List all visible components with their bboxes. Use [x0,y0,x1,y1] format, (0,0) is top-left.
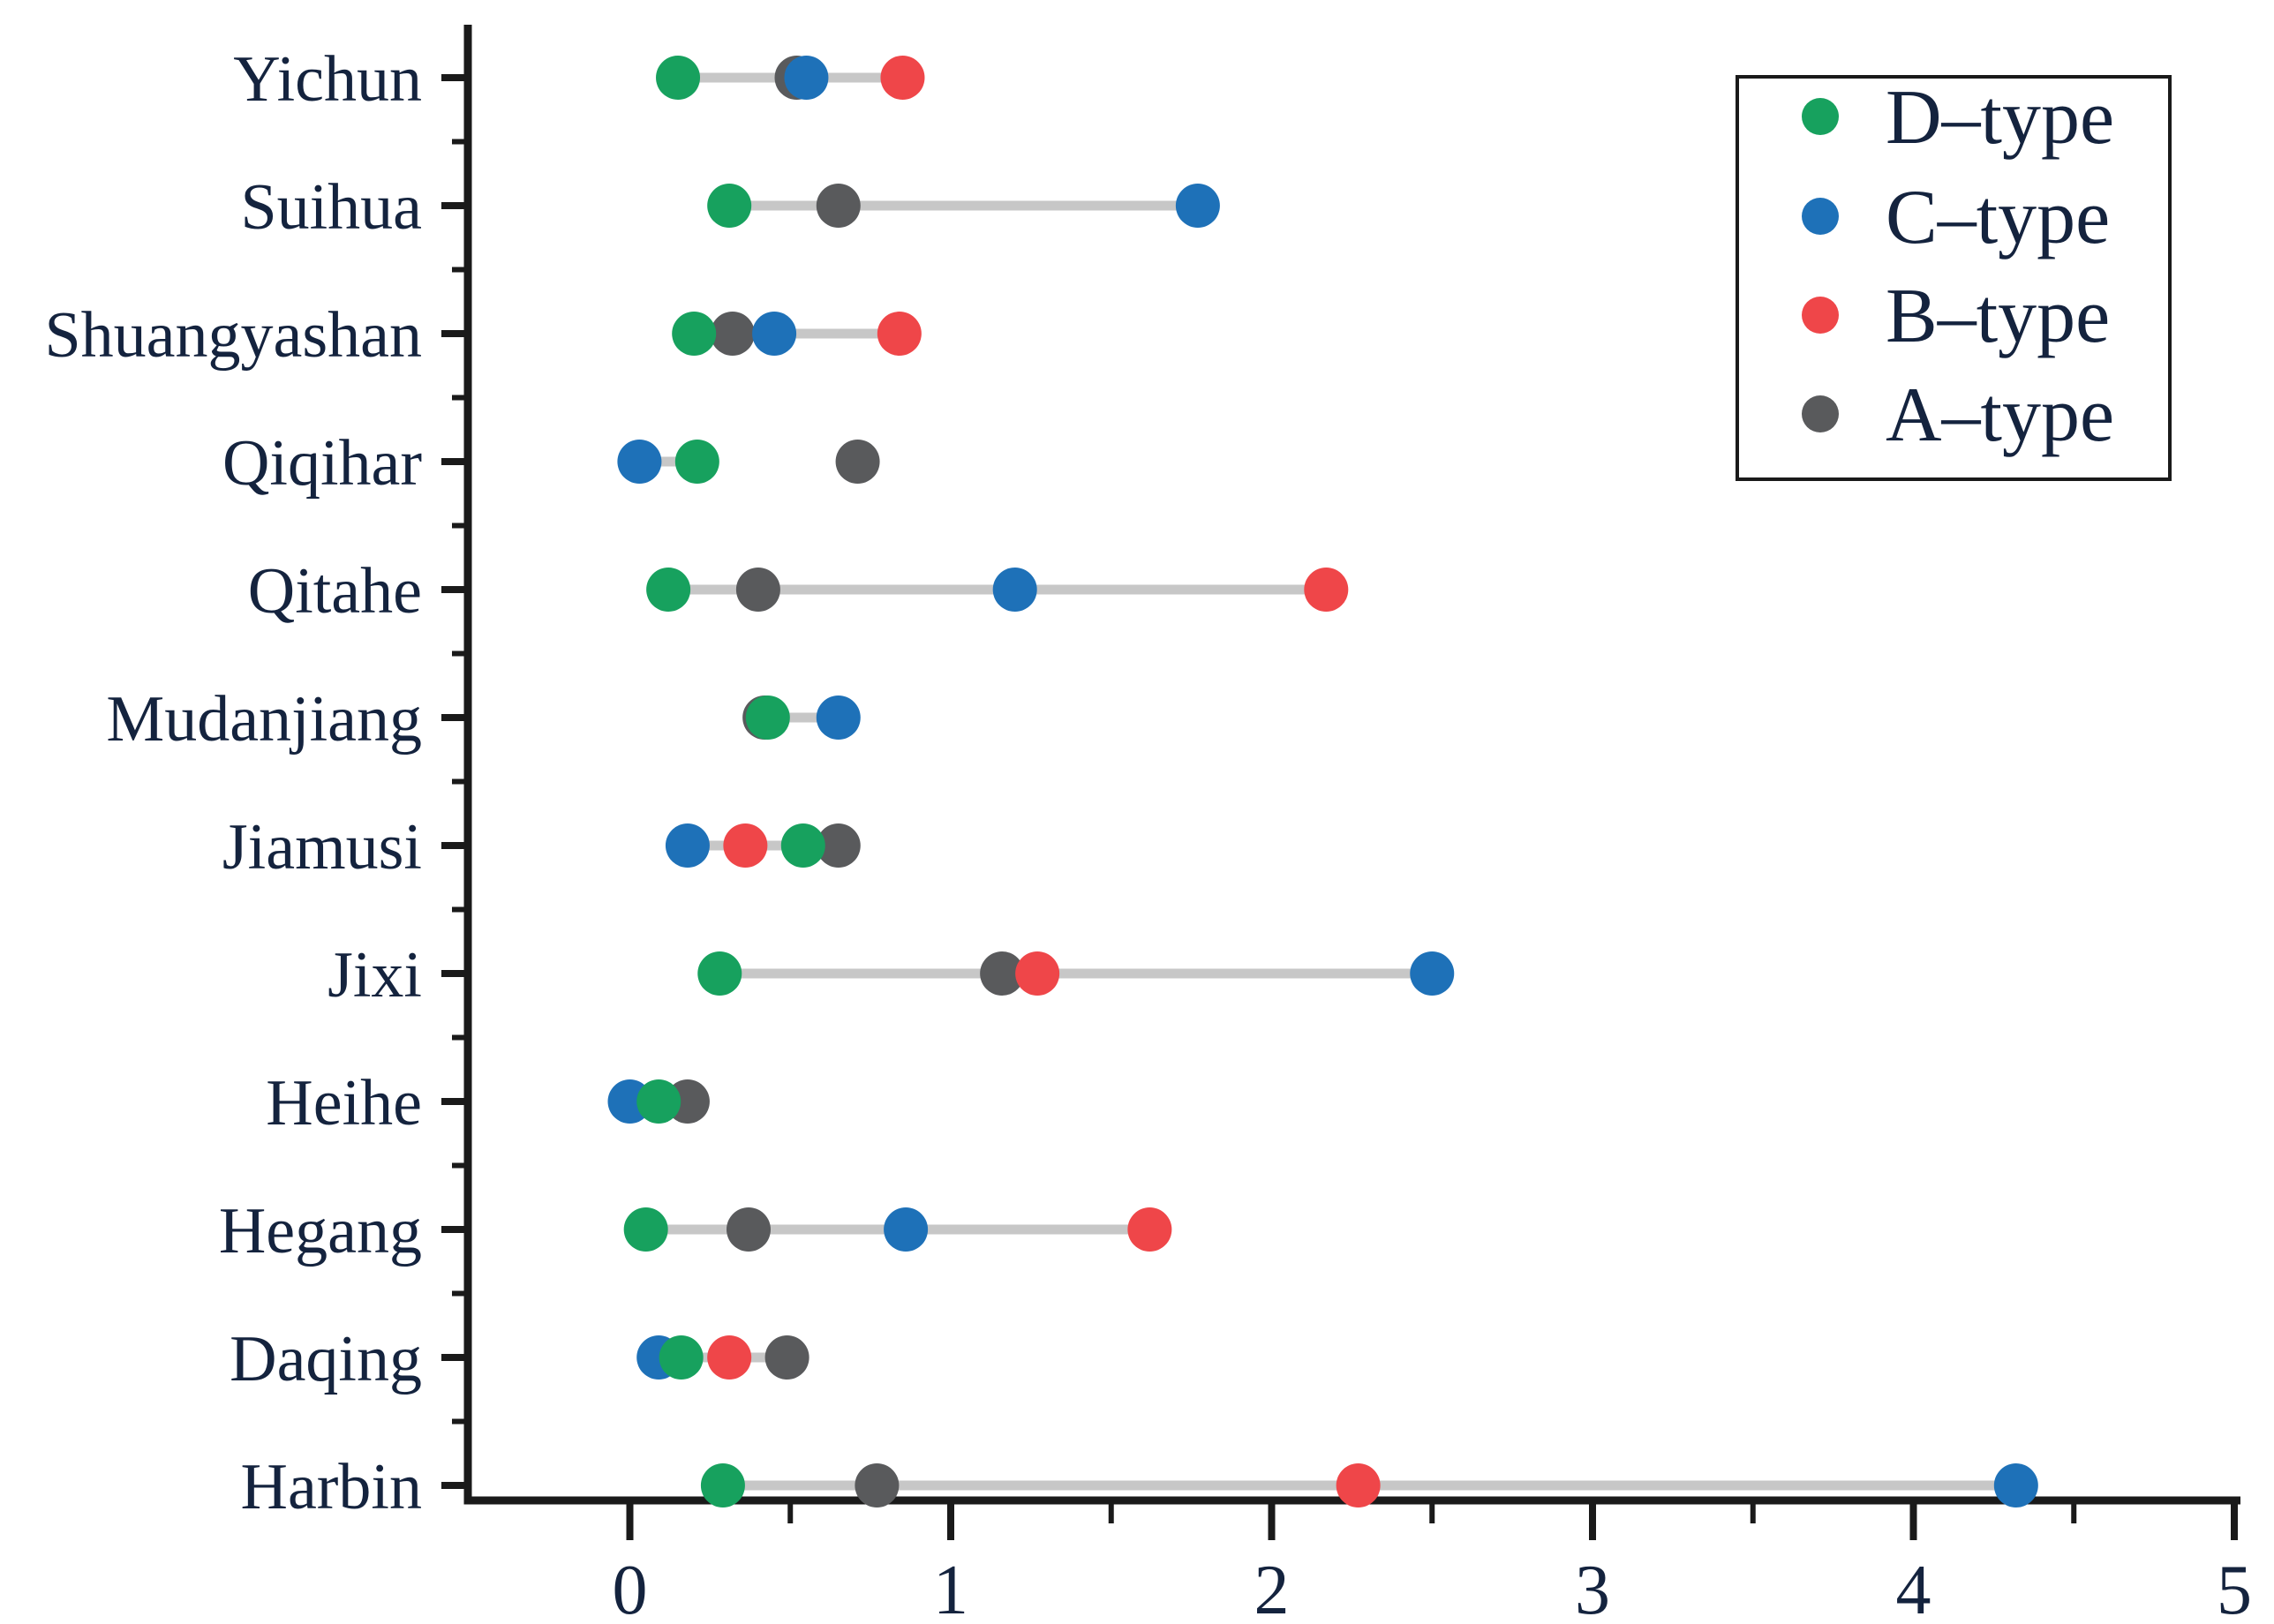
category-label-hegang: Hegang [219,1195,422,1267]
x-tick-label: 3 [1575,1552,1610,1624]
dot-d-type-mudanjiang [745,695,790,740]
dot-c-type-yichun [784,56,829,100]
legend-label-a-type: A–type [1886,372,2114,458]
dot-c-type-hegang [884,1207,929,1252]
dot-b-type-jiamusi [723,823,768,868]
x-tick-label: 4 [1896,1552,1931,1624]
dot-c-type-jiamusi [665,823,710,868]
dot-c-type-shuangyashan [752,312,797,356]
dot-a-type-suihua [816,184,861,228]
dot-b-type-harbin [1336,1463,1381,1507]
dot-c-type-suihua [1175,184,1220,228]
legend-dot-a-type [1802,395,1839,432]
category-label-suihua: Suihua [240,171,422,244]
dot-a-type-harbin [855,1463,900,1507]
dot-d-type-heihe [636,1079,681,1124]
dot-c-type-mudanjiang [816,695,861,740]
legend-label-c-type: C–type [1886,175,2110,260]
dot-d-type-yichun [656,56,701,100]
legend-dot-c-type [1802,198,1839,235]
dot-b-type-hegang [1127,1207,1172,1252]
dot-c-type-qiqihar [617,440,662,484]
dot-c-type-harbin [1993,1463,2038,1507]
category-label-shuangyashan: Shuangyashan [45,299,423,372]
category-label-qiqihar: Qiqihar [222,427,422,500]
dot-d-type-suihua [707,184,752,228]
dot-d-type-jiamusi [780,823,825,868]
dot-a-type-qitahe [735,568,780,612]
x-tick-label: 1 [933,1552,968,1624]
dot-b-type-shuangyashan [877,312,922,356]
x-tick-label: 2 [1254,1552,1290,1624]
category-label-mudanjiang: Mudanjiang [106,683,422,756]
dot-a-type-hegang [726,1207,771,1252]
legend-label-d-type: D–type [1886,75,2114,161]
dot-d-type-harbin [700,1463,745,1507]
dot-a-type-jixi [980,951,1025,996]
dot-a-type-daqing [764,1335,809,1380]
dot-d-type-shuangyashan [672,312,717,356]
dot-d-type-qitahe [646,568,691,612]
legend-label-b-type: B–type [1886,274,2110,359]
dot-c-type-qitahe [992,568,1037,612]
category-label-jixi: Jixi [328,939,422,1011]
dot-d-type-hegang [623,1207,668,1252]
category-label-daqing: Daqing [230,1323,422,1395]
dot-a-type-shuangyashan [710,312,755,356]
category-label-qitahe: Qitahe [248,555,422,628]
legend-dot-d-type [1802,98,1839,135]
dot-a-type-jiamusi [816,823,861,868]
x-tick-label: 5 [2217,1552,2252,1624]
dot-b-type-jixi [1015,951,1060,996]
category-label-harbin: Harbin [241,1451,423,1523]
category-label-jiamusi: Jiamusi [222,811,422,883]
dot-b-type-yichun [880,56,925,100]
category-label-yichun: Yichun [233,43,422,116]
dot-d-type-jixi [697,951,742,996]
dot-c-type-jixi [1410,951,1455,996]
category-label-heihe: Heihe [266,1067,422,1139]
x-tick-label: 0 [613,1552,648,1624]
dot-d-type-qiqihar [674,440,719,484]
dot-b-type-qitahe [1304,568,1349,612]
dot-d-type-daqing [659,1335,704,1380]
dot-b-type-daqing [707,1335,752,1380]
dot-a-type-qiqihar [835,440,880,484]
legend-dot-b-type [1802,297,1839,334]
